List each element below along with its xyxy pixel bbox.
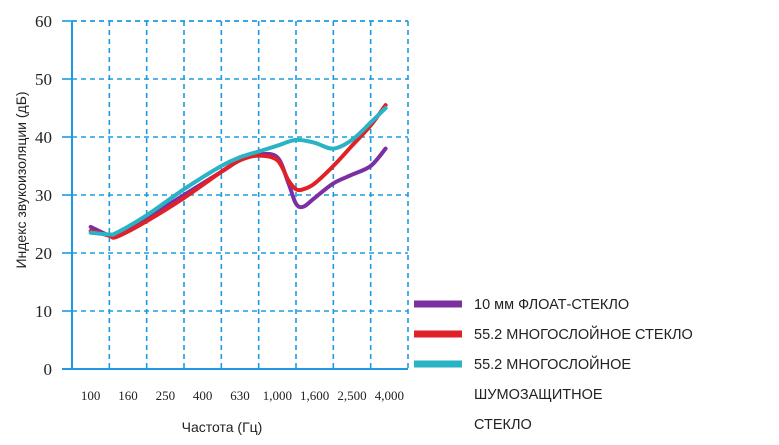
x-tick-label: 4,000 xyxy=(375,388,404,403)
x-axis-title: Частота (Гц) xyxy=(182,419,263,435)
series-line-1 xyxy=(88,146,388,240)
x-tick-label: 400 xyxy=(193,388,213,403)
x-tick-labels: 100 160 250 400 630 1,000 1,600 2,500 4,000 xyxy=(81,388,404,403)
y-tick-label: 40 xyxy=(35,128,52,147)
y-tick-labels: 0 10 20 30 40 50 60 xyxy=(35,12,52,379)
y-tick-label: 30 xyxy=(35,186,52,205)
x-tick-label: 100 xyxy=(81,388,101,403)
legend-label-3: 55.2 МНОГОСЛОЙНОЕ xyxy=(474,355,631,373)
series-line-2 xyxy=(88,103,388,240)
x-tick-label: 250 xyxy=(156,388,176,403)
x-tick-label: 2,500 xyxy=(337,388,366,403)
legend-label-3: ШУМОЗАЩИТНОЕ xyxy=(474,387,603,403)
y-tick-label: 10 xyxy=(35,302,52,321)
legend-label-3: СТЕКЛО xyxy=(474,417,532,433)
series-line-3 xyxy=(88,106,388,237)
y-tick-label: 20 xyxy=(35,244,52,263)
legend-label-2: 55.2 МНОГОСЛОЙНОЕ СТЕКЛО xyxy=(474,325,693,343)
y-axis-title: Индекс звукоизоляции (дБ) xyxy=(13,91,29,268)
y-tick-label: 50 xyxy=(35,70,52,89)
x-tick-label: 1,000 xyxy=(263,388,292,403)
plot-frame xyxy=(62,20,409,370)
x-tick-label: 1,600 xyxy=(300,388,329,403)
legend: 10 мм ФЛОАТ-СТЕКЛО 55.2 МНОГОСЛОЙНОЕ СТЕК… xyxy=(414,297,693,433)
grid xyxy=(62,20,408,370)
series-lines xyxy=(88,103,388,240)
legend-label-1: 10 мм ФЛОАТ-СТЕКЛО xyxy=(474,297,629,313)
x-tick-label: 160 xyxy=(118,388,138,403)
y-tick-label: 60 xyxy=(35,12,52,31)
x-tick-label: 630 xyxy=(230,388,250,403)
y-tick-label: 0 xyxy=(44,360,53,379)
